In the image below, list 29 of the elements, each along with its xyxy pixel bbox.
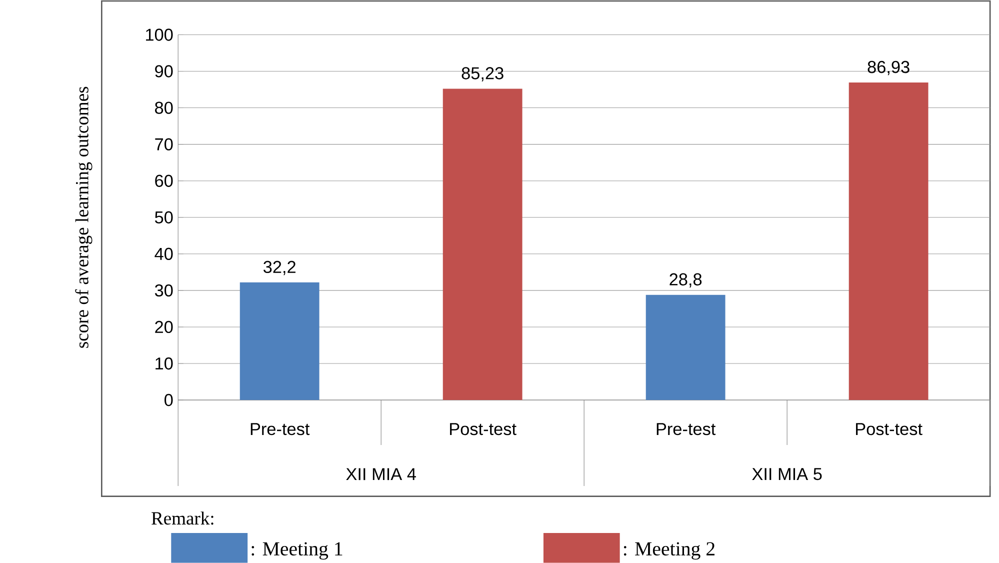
data-label: 85,23 xyxy=(462,67,504,82)
x-tick-label: Post-test xyxy=(450,423,516,436)
legend-label: : Meeting 1 xyxy=(252,542,342,560)
data-label: 86,93 xyxy=(868,61,910,76)
x-tick-label: Pre-test xyxy=(656,423,716,436)
bar xyxy=(442,88,522,400)
text: XII MIA 5 xyxy=(752,468,822,480)
y-tick-label: 90 xyxy=(155,65,173,78)
y-tick-label: 0 xyxy=(164,394,173,406)
y-tick-label: 100 xyxy=(146,28,173,41)
y-tick-label: 70 xyxy=(155,138,173,151)
y-tick-label: 10 xyxy=(156,357,173,370)
bar xyxy=(646,294,726,400)
legend-label: : Meeting 2 xyxy=(624,542,714,560)
y-tick-label: 50 xyxy=(154,211,173,224)
y-tick-label: 80 xyxy=(155,102,173,114)
x-tick-label: Pre-test xyxy=(250,423,310,436)
y-axis-title: score of average learning outcomes xyxy=(75,86,92,348)
bar xyxy=(848,82,928,400)
y-tick-label: 30 xyxy=(154,284,173,297)
text: XII MIA 4 xyxy=(346,468,416,480)
y-tick-label: 20 xyxy=(155,320,173,334)
bar xyxy=(240,282,320,400)
data-label: 28,8 xyxy=(670,273,702,288)
data-label: 32,2 xyxy=(264,260,296,276)
y-tick-label: 60 xyxy=(155,174,173,188)
y-tick-label: 40 xyxy=(154,248,173,260)
legend-title: Remark: xyxy=(152,512,214,525)
x-tick-label: Post-test xyxy=(856,423,922,436)
